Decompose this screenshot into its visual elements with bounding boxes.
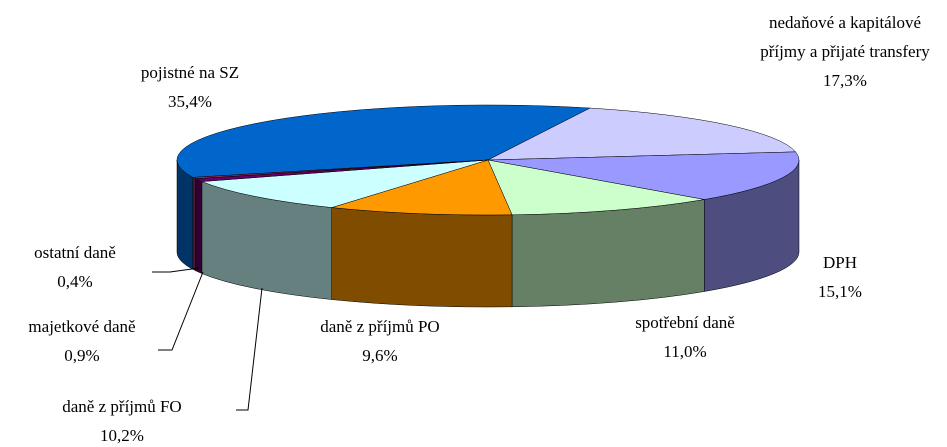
category-label: spotřební daně (635, 313, 735, 332)
slice-label: DPH 15,1% (800, 248, 880, 306)
category-label: pojistné na SZ (140, 63, 240, 82)
value-label: 11,0% (663, 342, 707, 361)
category-label: daně z příjmů PO (320, 317, 440, 336)
slice-side (192, 176, 196, 272)
value-label: 17,3% (823, 71, 867, 90)
slice (191, 159, 489, 179)
slice-label: ostatní daně 0,4% (0, 238, 150, 296)
category-label: DPH (822, 253, 857, 272)
slice-label: majetkové daně 0,9% (2, 312, 162, 370)
slice (176, 104, 592, 178)
slice-side (176, 159, 194, 270)
slice (487, 151, 800, 200)
category-label: nedaňové a kapitálové příjmy a přijaté t… (760, 13, 930, 61)
slice-side (511, 199, 705, 308)
value-label: 0,4% (57, 272, 93, 291)
slice (487, 159, 705, 216)
slice-label: daně z příjmů PO 9,6% (295, 312, 465, 370)
value-label: 10,2% (100, 426, 144, 445)
leader-line (236, 287, 263, 411)
value-label: 15,1% (818, 282, 862, 301)
category-label: majetkové daně (28, 317, 136, 336)
value-label: 0,9% (64, 346, 100, 365)
leader-line (158, 271, 204, 351)
category-label: daně z příjmů FO (62, 397, 182, 416)
slice-side (195, 178, 203, 274)
slice-side (331, 207, 513, 308)
value-label: 9,6% (362, 346, 398, 365)
category-label: ostatní daně (34, 243, 116, 262)
slice-label: spotřební daně 11,0% (605, 308, 765, 366)
slice (201, 159, 489, 208)
slice (487, 107, 797, 161)
slice-label: nedaňové a kapitálové příjmy a přijaté t… (750, 8, 940, 95)
slice-label: daně z příjmů FO 10,2% (22, 392, 222, 447)
value-label: 35,4% (168, 92, 212, 111)
slice (331, 159, 513, 216)
slice-label: pojistné na SZ 35,4% (90, 58, 290, 116)
leader-line (152, 267, 200, 273)
